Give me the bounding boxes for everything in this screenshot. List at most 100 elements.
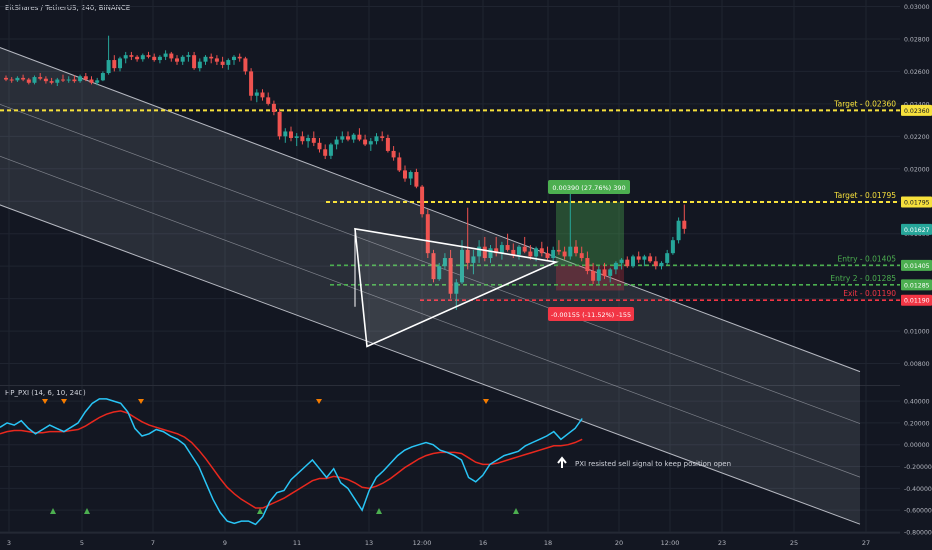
candle-body: [271, 103, 276, 112]
sell-signal-marker: [61, 399, 67, 404]
candle-body: [442, 258, 447, 267]
grid-lines: [0, 0, 900, 533]
time-tick-label: 11: [293, 539, 301, 547]
price-tick-label: 0.02200: [904, 134, 930, 141]
candle-body: [317, 142, 322, 150]
channel-line: [0, 47, 861, 373]
candle-body: [403, 170, 407, 179]
candle-body: [579, 253, 584, 259]
candle-body: [534, 248, 539, 257]
time-tick-label: 7: [151, 539, 155, 547]
time-tick-label: 13: [365, 539, 373, 547]
candle-body: [26, 79, 31, 83]
candle-body: [260, 92, 265, 98]
candle-body: [397, 157, 402, 171]
candle-body: [277, 111, 282, 137]
candle-body: [49, 81, 54, 83]
level-label-target: Target - 0.02360: [833, 99, 896, 108]
level-badge-target-text: 0.02360: [904, 108, 930, 115]
level-label-entry: Entry 2 - 0.01285: [830, 274, 896, 283]
candle-body: [448, 258, 453, 294]
sell-signal-marker: [483, 399, 489, 404]
price-tick-label: 0.02600: [904, 69, 930, 76]
candle-body: [118, 58, 122, 69]
candle-body: [471, 256, 476, 263]
time-tick-label: 20: [615, 539, 623, 547]
candle-body: [294, 136, 299, 138]
candle-body: [129, 55, 134, 57]
candle-body: [676, 220, 681, 241]
level-badge-exit-text: 0.01190: [904, 298, 930, 305]
position-labels: 0.00390 (27.76%) 390 -0.00155 (-11.52%) -…: [548, 180, 634, 321]
indicator-title: HP_PXI (14, 6, 10, 240): [5, 389, 86, 397]
candle-body: [226, 60, 231, 65]
sell-signal-marker: [42, 399, 48, 404]
candle-body: [15, 77, 20, 81]
candle-body: [528, 251, 533, 257]
candle-body: [43, 78, 48, 82]
candle-body: [55, 79, 60, 83]
candle-body: [175, 58, 179, 62]
price-axis: 0.030000.028000.026000.024000.022000.020…: [900, 0, 932, 550]
candle-body: [648, 256, 653, 262]
pxi-tick-label: -0.80000: [904, 530, 932, 537]
current-price-badge-box: [901, 223, 932, 235]
level-label-entry: Entry - 0.01405: [838, 254, 897, 263]
candle-body: [232, 56, 236, 61]
candle-body: [465, 249, 470, 263]
profit-zone: [556, 202, 624, 266]
candle-body: [4, 77, 8, 80]
candle-body: [499, 245, 504, 254]
candle-body: [214, 58, 219, 62]
candle-body: [385, 137, 390, 151]
candle-body: [608, 269, 613, 276]
candle-body: [140, 55, 145, 60]
level-badge-entry-box: [901, 259, 932, 271]
price-tick-label: 0.03000: [904, 4, 930, 11]
symbol-title: BitShares / TetherUS, 240, BINANCE: [5, 4, 131, 12]
up-arrow-icon: [557, 456, 567, 468]
candle-body: [340, 136, 345, 140]
candle-body: [562, 251, 567, 257]
candle-body: [545, 253, 550, 259]
candle-body: [100, 73, 105, 81]
candle-body: [374, 136, 379, 142]
candle-body: [596, 269, 601, 281]
candle-body: [511, 249, 516, 255]
buy-signal-marker: [257, 508, 263, 514]
level-badge-target-box: [901, 104, 932, 116]
level-badge-entry-box: [901, 279, 932, 291]
candle-body: [61, 79, 65, 81]
time-tick-label: 12:00: [413, 539, 432, 547]
candle-body: [642, 256, 647, 260]
time-tick-label: 5: [80, 539, 84, 547]
candle-body: [380, 136, 385, 138]
candle-body: [192, 55, 197, 69]
sell-signal-marker: [138, 399, 144, 404]
candle-body: [556, 249, 561, 252]
pxi-tick-label: -0.40000: [904, 486, 932, 493]
time-tick-label: 3: [7, 539, 11, 547]
pxi-indicator: [0, 398, 583, 526]
candle-body: [602, 269, 607, 276]
candle-body: [197, 61, 202, 69]
candle-body: [357, 134, 362, 140]
candle-body: [488, 248, 493, 259]
candle-body: [220, 61, 225, 65]
candle-body: [368, 141, 373, 145]
candle-body: [619, 259, 624, 263]
candles: [4, 35, 687, 310]
candle-body: [551, 249, 556, 259]
candle-body: [522, 246, 527, 252]
candle-body: [83, 76, 88, 80]
candle-body: [591, 271, 596, 281]
candle-body: [334, 139, 339, 145]
candle-body: [289, 131, 293, 138]
sell-signal-marker: [316, 399, 322, 404]
candle-body: [237, 56, 242, 59]
price-tick-label: 0.02800: [904, 36, 930, 43]
candle-body: [89, 79, 94, 83]
candle-body: [21, 77, 26, 80]
candle-body: [157, 56, 162, 61]
